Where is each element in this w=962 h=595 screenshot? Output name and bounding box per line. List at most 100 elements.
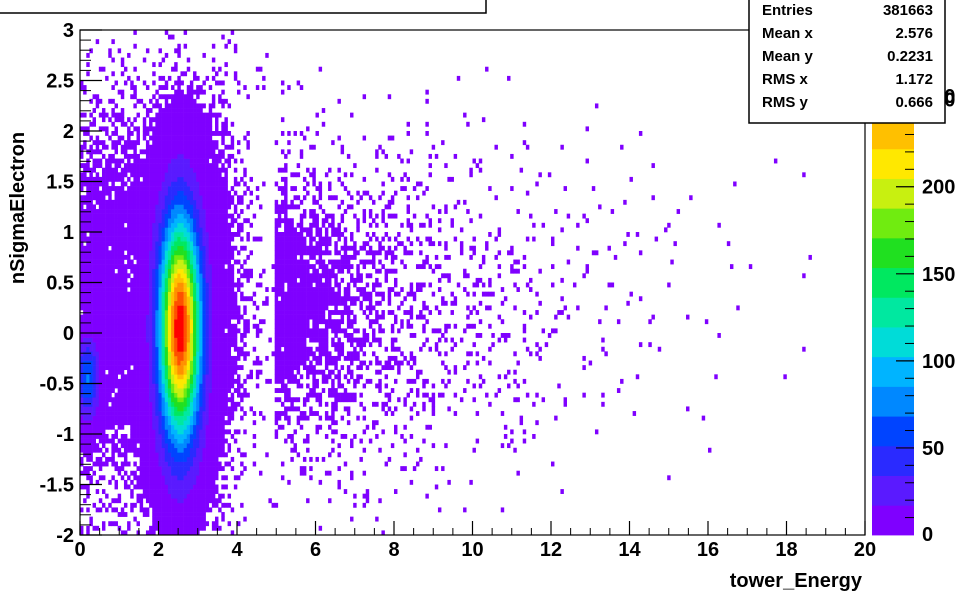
heatmap-cell <box>142 374 147 380</box>
heatmap-cell <box>158 163 162 169</box>
heatmap-cell <box>171 126 175 132</box>
heatmap-cell <box>142 181 147 187</box>
heatmap-cell <box>205 323 210 329</box>
heatmap-cell <box>89 268 93 274</box>
heatmap-cell <box>205 502 210 508</box>
heatmap-cell <box>293 273 297 279</box>
heatmap-cell <box>164 140 169 146</box>
heatmap-cell <box>221 365 225 371</box>
heatmap-cell <box>199 479 203 485</box>
heatmap-cell <box>145 85 150 90</box>
heatmap-cell <box>152 199 156 205</box>
heatmap-cell <box>174 475 178 481</box>
heatmap-cell <box>199 254 203 260</box>
heatmap-cell <box>233 438 238 444</box>
heatmap-cell <box>161 222 166 228</box>
heatmap-cell <box>139 296 144 302</box>
heatmap-cell <box>202 300 206 306</box>
heatmap-cell <box>196 75 200 81</box>
heatmap-cell <box>174 516 178 522</box>
heatmap-cell <box>299 383 304 389</box>
heatmap-cell <box>174 241 178 247</box>
heatmap-cell <box>315 273 319 279</box>
heatmap-cell <box>111 351 115 357</box>
heatmap-cell <box>221 227 225 233</box>
heatmap-cell <box>86 369 90 375</box>
heatmap-cell <box>277 254 282 260</box>
heatmap-cell <box>215 346 219 352</box>
heatmap-cell <box>158 131 162 136</box>
heatmap-cell <box>95 245 100 251</box>
heatmap-cell <box>193 360 197 366</box>
heatmap-cell <box>174 351 178 357</box>
heatmap-cell <box>139 186 144 191</box>
heatmap-cell <box>218 287 222 292</box>
heatmap-cell <box>95 360 100 366</box>
heatmap-cell <box>215 172 219 178</box>
heatmap-cell <box>186 199 191 205</box>
heatmap-cell <box>183 456 188 462</box>
heatmap-cell <box>111 250 115 256</box>
heatmap-cell <box>161 521 166 527</box>
heatmap-cell <box>120 121 125 127</box>
heatmap-cell <box>174 484 178 490</box>
heatmap-cell <box>205 489 210 494</box>
heatmap-cell <box>164 218 169 224</box>
heatmap-cell <box>196 443 200 449</box>
heatmap-cell <box>215 502 219 508</box>
heatmap-cell <box>221 34 225 40</box>
heatmap-cell <box>183 186 188 191</box>
heatmap-cell <box>189 406 194 412</box>
heatmap-cell <box>224 195 228 201</box>
heatmap-cell <box>149 502 153 508</box>
heatmap-cell <box>196 365 200 371</box>
heatmap-cell <box>193 75 197 81</box>
heatmap-cell <box>202 310 206 315</box>
heatmap-cell <box>86 176 90 182</box>
heatmap-cell <box>274 259 279 265</box>
heatmap-cell <box>98 222 103 228</box>
heatmap-cell <box>196 126 200 132</box>
heatmap-cell <box>101 355 106 361</box>
heatmap-cell <box>111 144 115 150</box>
heatmap-cell <box>240 273 244 279</box>
heatmap-cell <box>117 328 122 334</box>
heatmap-cell <box>145 466 150 472</box>
heatmap-cell <box>158 172 162 178</box>
heatmap-cell <box>180 438 184 444</box>
heatmap-cell <box>152 282 156 288</box>
heatmap-cell <box>189 181 194 187</box>
heatmap-cell <box>80 525 84 531</box>
heatmap-cell <box>167 342 172 348</box>
heatmap-cell <box>108 337 112 343</box>
heatmap-cell <box>202 392 206 398</box>
heatmap-cell <box>149 222 153 228</box>
heatmap-cell <box>180 434 184 439</box>
heatmap-cell <box>315 277 319 283</box>
heatmap-cell <box>164 337 169 343</box>
heatmap-cell <box>183 420 188 426</box>
heatmap-cell <box>149 287 153 292</box>
heatmap-cell <box>86 149 90 155</box>
heatmap-cell <box>189 415 194 421</box>
heatmap-cell <box>186 66 191 72</box>
heatmap-cell <box>164 392 169 398</box>
heatmap-cell <box>299 222 304 228</box>
heatmap-cell <box>177 268 181 274</box>
heatmap-cell <box>80 222 84 228</box>
heatmap-cell <box>111 456 115 462</box>
heatmap-cell <box>230 153 235 159</box>
heatmap-cell <box>120 273 125 279</box>
heatmap-cell <box>290 378 294 384</box>
heatmap-cell <box>306 447 310 453</box>
heatmap-cell <box>89 333 93 338</box>
heatmap-cell <box>262 85 266 90</box>
heatmap-cell <box>205 167 210 173</box>
heatmap-cell <box>139 149 144 155</box>
heatmap-cell <box>130 181 134 187</box>
heatmap-cell <box>83 355 87 361</box>
heatmap-cell <box>139 163 144 169</box>
heatmap-cell <box>80 277 84 283</box>
heatmap-cell <box>189 470 194 476</box>
heatmap-cell <box>215 337 219 343</box>
